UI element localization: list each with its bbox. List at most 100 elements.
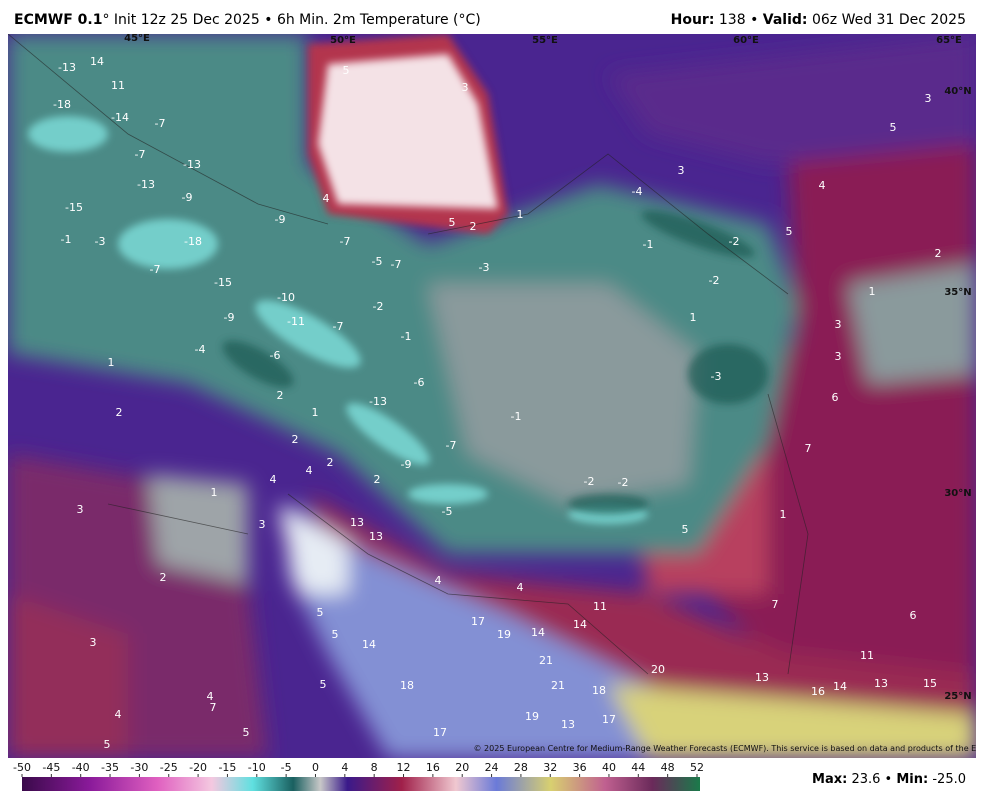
map-value: 5 [104,738,111,751]
map-value: 3 [678,164,685,177]
map-value: -2 [584,475,595,488]
map-value: 3 [925,92,932,105]
map-value: 5 [243,726,250,739]
colorbar-tick-label: -25 [160,761,178,774]
map-value: -6 [270,349,281,362]
map-value: 1 [869,285,876,298]
map-value: 1 [780,508,787,521]
valid-label: Valid: [762,12,808,28]
map-value: -13 [183,158,201,171]
map-value: 14 [531,626,545,639]
map-value: 1 [108,356,115,369]
map-value: 1 [312,406,319,419]
map-value: 21 [551,679,565,692]
map-value: -1 [511,410,522,423]
run-info: ° Init 12z 25 Dec 2025 • 6h Min. 2m Temp… [102,12,481,28]
map-value: 15 [923,677,937,690]
colorbar-tick-label: -30 [130,761,148,774]
map-value: 14 [573,618,587,631]
map-value: 21 [539,654,553,667]
map-value: -3 [479,261,490,274]
colorbar-tick-label: -10 [248,761,266,774]
map-value: 5 [343,64,350,77]
map-value: 11 [111,79,125,92]
map-value: 2 [292,433,299,446]
min-label: Min: [896,772,929,787]
map-value: 13 [755,671,769,684]
lon-label: 45°E [124,34,150,44]
map-value: 13 [874,677,888,690]
map-value: 1 [690,311,697,324]
map-value: -14 [111,111,129,124]
map-value: -3 [711,370,722,383]
map-value: 16 [811,685,825,698]
map-value: 17 [471,615,485,628]
header-left: ECMWF 0.1° Init 12z 25 Dec 2025 • 6h Min… [14,12,481,28]
map-value: -7 [333,320,344,333]
colorbar-tick-label: 36 [573,761,587,774]
header-right: Hour: 138 • Valid: 06z Wed 31 Dec 2025 [671,12,966,28]
colorbar-tick-label: 0 [312,761,319,774]
map-value: -9 [224,311,235,324]
map-value: 4 [819,179,826,192]
map-value: -7 [150,263,161,276]
colorbar-tick-label: 4 [341,761,348,774]
map-value: 2 [470,220,477,233]
map-value: -4 [632,185,643,198]
copyright: © 2025 European Centre for Medium-Range … [474,744,976,753]
colorbar-tick-label: -35 [101,761,119,774]
map-value: 7 [210,701,217,714]
map-value: 11 [593,600,607,613]
hour: 138 • [718,12,759,28]
map-value: 14 [90,55,104,68]
map-value: 2 [116,406,123,419]
colorbar-tick-label: 16 [426,761,440,774]
map-value: 3 [77,503,84,516]
map-value: -13 [137,178,155,191]
map-value: -9 [275,213,286,226]
map-value: 4 [207,690,214,703]
map-value: -5 [372,255,383,268]
colorbar-tick-label: 32 [543,761,557,774]
map-value: -5 [442,505,453,518]
map-value: -1 [61,233,72,246]
map-value: -1 [401,330,412,343]
map-value: 3 [90,636,97,649]
map-value: 5 [786,225,793,238]
map-value: -7 [340,235,351,248]
header: ECMWF 0.1° Init 12z 25 Dec 2025 • 6h Min… [0,0,984,34]
colorbar-tick-label: 8 [371,761,378,774]
map-value: 3 [835,350,842,363]
map-value: -7 [155,117,166,130]
max-label: Max: [812,772,848,787]
lon-label: 50°E [330,35,356,46]
map-value: 1 [211,486,218,499]
colorbar-tick-label: -5 [281,761,292,774]
map-value: 5 [332,628,339,641]
map-value: 7 [805,442,812,455]
map-value: 5 [890,121,897,134]
map-value: -18 [184,235,202,248]
map-value: -13 [58,61,76,74]
map-value: 11 [860,649,874,662]
map-value: 1 [517,208,524,221]
map-value: -2 [709,274,720,287]
map-value: 2 [374,473,381,486]
map-value: 18 [592,684,606,697]
lon-label: 60°E [733,35,759,46]
map-value: 4 [517,581,524,594]
map-value: 2 [160,571,167,584]
map-value: 4 [435,574,442,587]
map-value: -13 [369,395,387,408]
map-value: 5 [449,216,456,229]
map-value: 14 [362,638,376,651]
map-value: 2 [277,389,284,402]
map-value: -1 [643,238,654,251]
colorbar-tick-label: -15 [218,761,236,774]
map-value: 13 [350,516,364,529]
map-value: -7 [446,439,457,452]
map-value: 4 [115,708,122,721]
colorbar: -50 -45 -40 -35 -30 -25 -20 -15 -10 -5 0 4 8 12 16 20 24… [13,761,704,791]
lat-label: 40°N [944,86,971,97]
